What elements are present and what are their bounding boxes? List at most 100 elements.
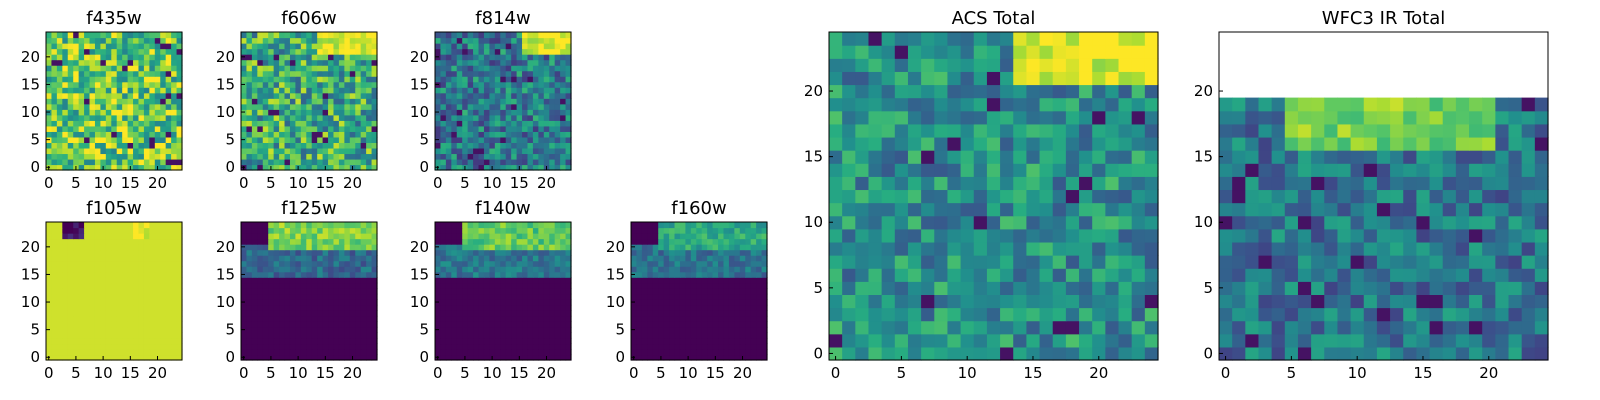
heatmap-cell: [538, 76, 545, 83]
heatmap-cell: [257, 92, 264, 99]
heatmap-cell: [246, 260, 253, 267]
heatmap-cell: [127, 288, 134, 295]
heatmap-cell: [306, 65, 313, 72]
heatmap-cell: [1092, 307, 1106, 322]
heatmap-cell: [73, 227, 80, 234]
heatmap-cell: [701, 310, 708, 317]
heatmap-cell: [355, 348, 362, 356]
heatmap-cell: [143, 70, 150, 77]
heatmap-cell: [154, 136, 161, 143]
heatmap-cell: [960, 163, 975, 177]
heatmap-cell: [641, 277, 648, 284]
heatmap-cell: [478, 164, 485, 171]
heatmap-cell: [360, 260, 367, 267]
heatmap-cell: [440, 321, 447, 328]
heatmap-cell: [176, 164, 183, 171]
heatmap-cell: [300, 54, 307, 61]
heatmap-cell: [728, 260, 735, 267]
heatmap-cell: [154, 70, 161, 77]
heatmap-cell: [543, 255, 550, 262]
heatmap-cell: [78, 277, 85, 284]
heatmap-cell: [366, 227, 373, 234]
heatmap-cell: [1079, 268, 1093, 282]
heatmap-cell: [67, 54, 74, 61]
heatmap-cell: [663, 227, 670, 234]
heatmap-cell: [116, 131, 123, 138]
heatmap-cell: [160, 288, 167, 295]
heatmap-cell: [478, 288, 485, 295]
heatmap-cell: [500, 222, 507, 229]
heatmap-cell: [251, 255, 258, 262]
heatmap-cell: [262, 326, 269, 333]
heatmap-cell: [84, 65, 91, 72]
heatmap-cell: [1065, 136, 1080, 151]
heatmap-cell: [300, 142, 307, 149]
heatmap-cell: [554, 37, 561, 44]
heatmap-cell: [62, 288, 69, 295]
heatmap-cell: [505, 233, 512, 240]
heatmap-cell: [565, 249, 572, 256]
heatmap-cell: [127, 266, 134, 273]
heatmap-cell: [986, 241, 1001, 256]
heatmap-cell: [246, 293, 253, 300]
heatmap-cell: [73, 136, 80, 143]
heatmap-cell: [543, 310, 550, 317]
heatmap-cell: [532, 326, 539, 333]
heatmap-cell: [67, 222, 74, 229]
heatmap-cell: [473, 310, 480, 317]
heatmap-cell: [84, 103, 91, 110]
heatmap-cell: [328, 222, 335, 229]
heatmap-cell: [921, 268, 935, 282]
heatmap-cell: [251, 37, 258, 44]
heatmap-cell: [647, 304, 654, 311]
heatmap-cell: [154, 260, 161, 267]
heatmap-cell: [322, 92, 329, 99]
heatmap-cell: [696, 266, 703, 273]
heatmap-cell: [149, 354, 156, 361]
heatmap-cell: [143, 337, 150, 345]
heatmap-cell: [262, 304, 269, 311]
heatmap-cell: [165, 142, 172, 149]
heatmap-cell: [268, 332, 275, 339]
heatmap-cell: [462, 244, 469, 251]
heatmap-cell: [527, 48, 534, 55]
heatmap-cell: [111, 98, 118, 105]
heatmap-cell: [560, 343, 567, 350]
heatmap-cell: [171, 43, 178, 50]
heatmap-cell: [505, 70, 512, 77]
heatmap-cell: [338, 142, 345, 149]
heatmap-cell: [1039, 294, 1054, 309]
heatmap-cell: [111, 164, 118, 171]
heatmap-cell: [349, 43, 356, 50]
heatmap-cell: [505, 271, 512, 278]
heatmap-cell: [761, 244, 768, 251]
heatmap-cell: [500, 153, 507, 160]
heatmap-cell: [67, 315, 74, 322]
heatmap-cell: [868, 228, 883, 243]
heatmap-cell: [300, 158, 307, 166]
heatmap-cell: [279, 233, 286, 240]
heatmap-cell: [636, 244, 643, 251]
heatmap-cell: [94, 92, 101, 99]
heatmap-cell: [543, 131, 550, 138]
heatmap-cell: [690, 233, 697, 240]
heatmap-cell: [483, 277, 490, 284]
heatmap-cell: [456, 222, 463, 229]
heatmap-cell: [527, 337, 534, 345]
heatmap-cell: [652, 271, 659, 278]
heatmap-cell: [445, 48, 452, 55]
heatmap-cell: [257, 293, 264, 300]
heatmap-cell: [89, 109, 96, 116]
heatmap-cell: [440, 98, 447, 105]
heatmap-cell: [440, 92, 447, 99]
heatmap-cell: [467, 222, 474, 229]
heatmap-cell: [739, 326, 746, 333]
heatmap-cell: [165, 125, 172, 132]
heatmap-cell: [246, 238, 253, 245]
heatmap-cell: [127, 59, 134, 66]
heatmap-cell: [947, 189, 962, 204]
heatmap-cell: [138, 354, 145, 361]
heatmap-cell: [149, 81, 156, 88]
heatmap-cell: [456, 81, 463, 88]
heatmap-cell: [333, 164, 340, 171]
